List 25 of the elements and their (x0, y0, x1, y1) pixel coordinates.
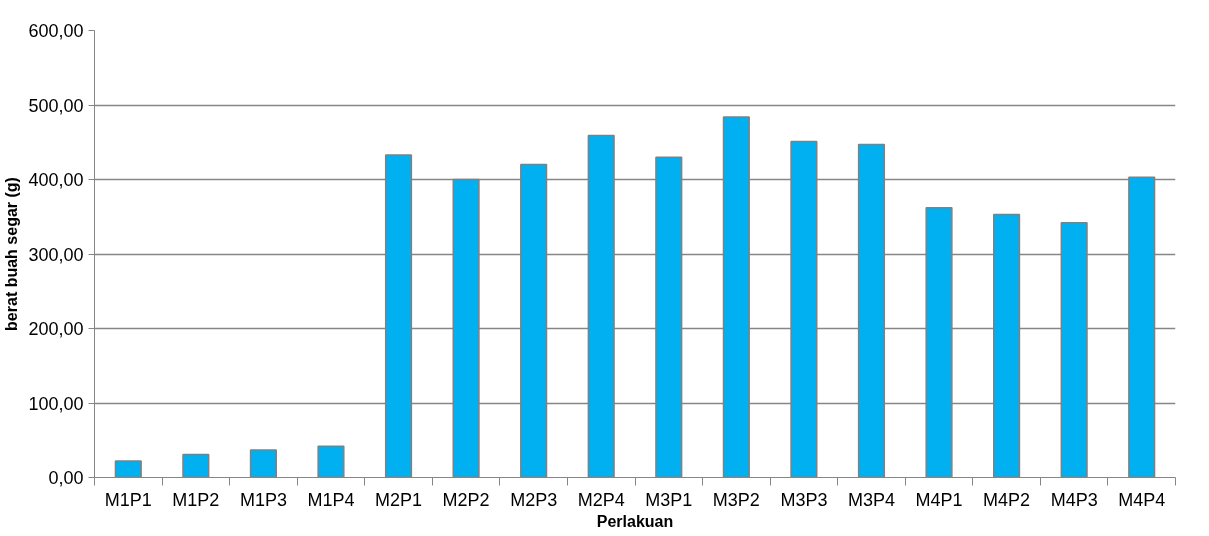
x-axis-title: Perlakuan (596, 512, 674, 530)
y-tick-label: 600,00 (28, 21, 84, 41)
y-tick-label: 200,00 (28, 319, 84, 339)
x-tick-label: M2P1 (375, 489, 423, 510)
x-tick-label: M1P3 (239, 489, 287, 510)
x-tick-label: M4P1 (915, 489, 963, 510)
x-tick-label: M2P4 (577, 489, 625, 510)
x-tick-label: M4P3 (1050, 489, 1098, 510)
y-tick-label: 0,00 (48, 468, 84, 488)
x-tick-label: M3P4 (847, 489, 895, 510)
y-tick-label: 100,00 (28, 393, 84, 414)
x-tick-label: M4P4 (1118, 489, 1166, 510)
x-tick-label: M1P2 (172, 489, 220, 510)
x-tick-label: M3P2 (712, 489, 760, 510)
x-tick-label: M1P4 (307, 489, 355, 510)
x-tick-label: M1P1 (104, 489, 152, 510)
x-tick-label: M2P3 (510, 489, 558, 510)
y-axis-title: berat buah segar (g) (3, 177, 21, 331)
y-tick-label: 400,00 (28, 170, 84, 190)
y-tick-label: 300,00 (28, 244, 84, 265)
y-tick-label: 500,00 (28, 95, 84, 116)
x-tick-label: M3P1 (645, 489, 693, 510)
x-tick-label: M2P2 (442, 489, 490, 510)
x-tick-label: M3P3 (780, 489, 828, 510)
x-tick-label: M4P2 (983, 489, 1031, 510)
